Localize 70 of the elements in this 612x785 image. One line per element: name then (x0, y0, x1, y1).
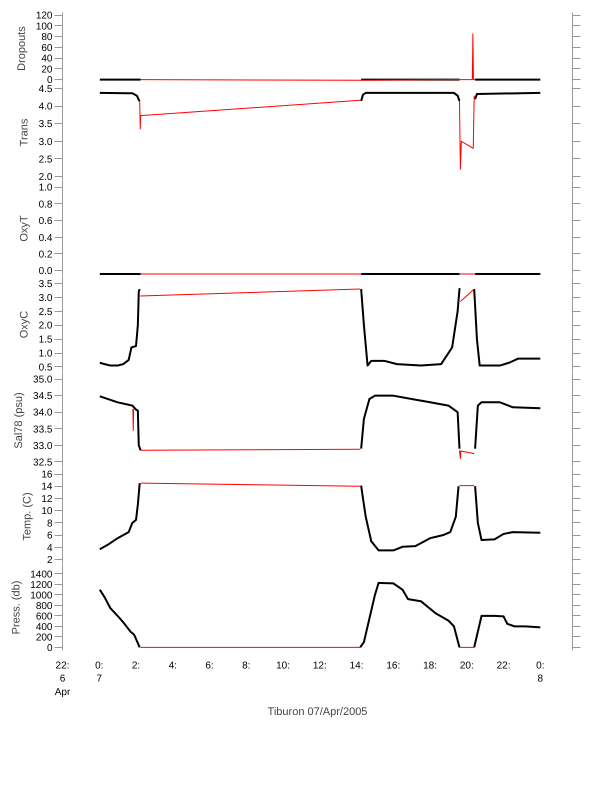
y-tick-label: 4.5 (38, 84, 53, 96)
y-tick-label: 3.0 (38, 136, 53, 148)
y-tick-label: 12 (41, 494, 53, 505)
y-tick-label: 1.0 (38, 348, 53, 360)
y-tick-label: 2.5 (38, 306, 53, 318)
y-tick-label: 4.0 (38, 102, 53, 113)
y-tick-label: 4 (46, 542, 53, 554)
x-tick-label: 6: (205, 660, 214, 672)
y-tick-label: 1.0 (38, 182, 53, 194)
y-tick-label: 200 (36, 632, 53, 644)
y-tick-label: 0.5 (38, 362, 53, 374)
x-tick-label: 18: (423, 660, 438, 672)
x-tick-label: 22: (496, 660, 511, 672)
y-tick-label: 2.0 (38, 320, 53, 332)
y-axis-title: Sal78 (psu) (13, 392, 26, 449)
y-tick-label: 400 (36, 622, 53, 633)
y-axis-title: OxyT (18, 215, 31, 242)
y-tick-label: 6 (46, 530, 53, 542)
x-tick-label: 10: (276, 660, 290, 672)
y-tick-label: 100 (36, 21, 53, 32)
y-tick-label: 0.4 (38, 232, 53, 244)
y-tick-label: 2.5 (38, 154, 53, 166)
y-axis-title: Temp. (C) (21, 492, 34, 541)
y-tick-label: 3.5 (38, 119, 53, 130)
y-tick-label: 2 (46, 555, 53, 566)
y-tick-label: 1.5 (38, 334, 53, 346)
y-tick-label: 33.5 (33, 424, 53, 436)
y-tick-label: 35.0 (33, 374, 53, 386)
x-tick-label: 8: (242, 660, 250, 672)
y-tick-label: 0 (46, 642, 53, 654)
y-tick-label: 14 (41, 482, 53, 493)
y-tick-label: 3.0 (38, 292, 53, 304)
x-tick-label: 14: (350, 660, 364, 672)
y-tick-label: 2.0 (38, 172, 53, 183)
y-tick-label: 10 (41, 506, 53, 518)
x-axis-title: Tiburon 07/Apr/2005 (268, 706, 368, 718)
y-tick-label: 32.5 (33, 457, 53, 468)
y-axis-title: Dropouts (16, 26, 28, 71)
x-tick-label: 12: (312, 660, 327, 672)
y-tick-label: 16 (41, 470, 53, 481)
y-tick-label: 3.5 (38, 278, 53, 290)
x-tick-label: 2: (132, 660, 140, 672)
y-tick-label: 0.8 (38, 199, 53, 210)
x-tick-label: 22: 6 Apr (54, 660, 71, 698)
y-tick-label: 1400 (30, 569, 53, 580)
y-tick-label: 800 (36, 600, 53, 612)
y-tick-label: 1000 (30, 590, 53, 602)
y-tick-label: 34.5 (33, 391, 53, 402)
y-tick-label: 33.0 (33, 440, 53, 452)
y-axis-title: Press. (db) (10, 580, 22, 634)
x-tick-label: 0: 8 (536, 660, 545, 685)
x-tick-label: 20: (460, 660, 474, 672)
y-tick-label: 8 (46, 518, 53, 530)
y-tick-label: 40 (41, 54, 53, 65)
y-tick-label: 60 (41, 42, 53, 54)
y-tick-label: 0.6 (38, 216, 53, 228)
y-tick-label: 0.0 (38, 266, 53, 278)
y-tick-label: 0.2 (38, 249, 53, 260)
x-tick-label: 16: (386, 660, 400, 672)
y-tick-label: 0 (46, 75, 53, 86)
y-axis-title: OxyC (18, 310, 31, 338)
x-tick-label: 0: 7 (95, 660, 104, 685)
y-tick-label: 120 (36, 10, 53, 22)
y-axis-title: Trans (18, 118, 31, 146)
y-tick-label: 80 (41, 32, 53, 44)
y-tick-label: 34.0 (33, 408, 53, 419)
y-tick-label: 1200 (30, 580, 53, 591)
y-tick-label: 600 (36, 611, 53, 622)
y-tick-label: 20 (41, 64, 53, 76)
x-tick-label: 4: (168, 660, 177, 672)
